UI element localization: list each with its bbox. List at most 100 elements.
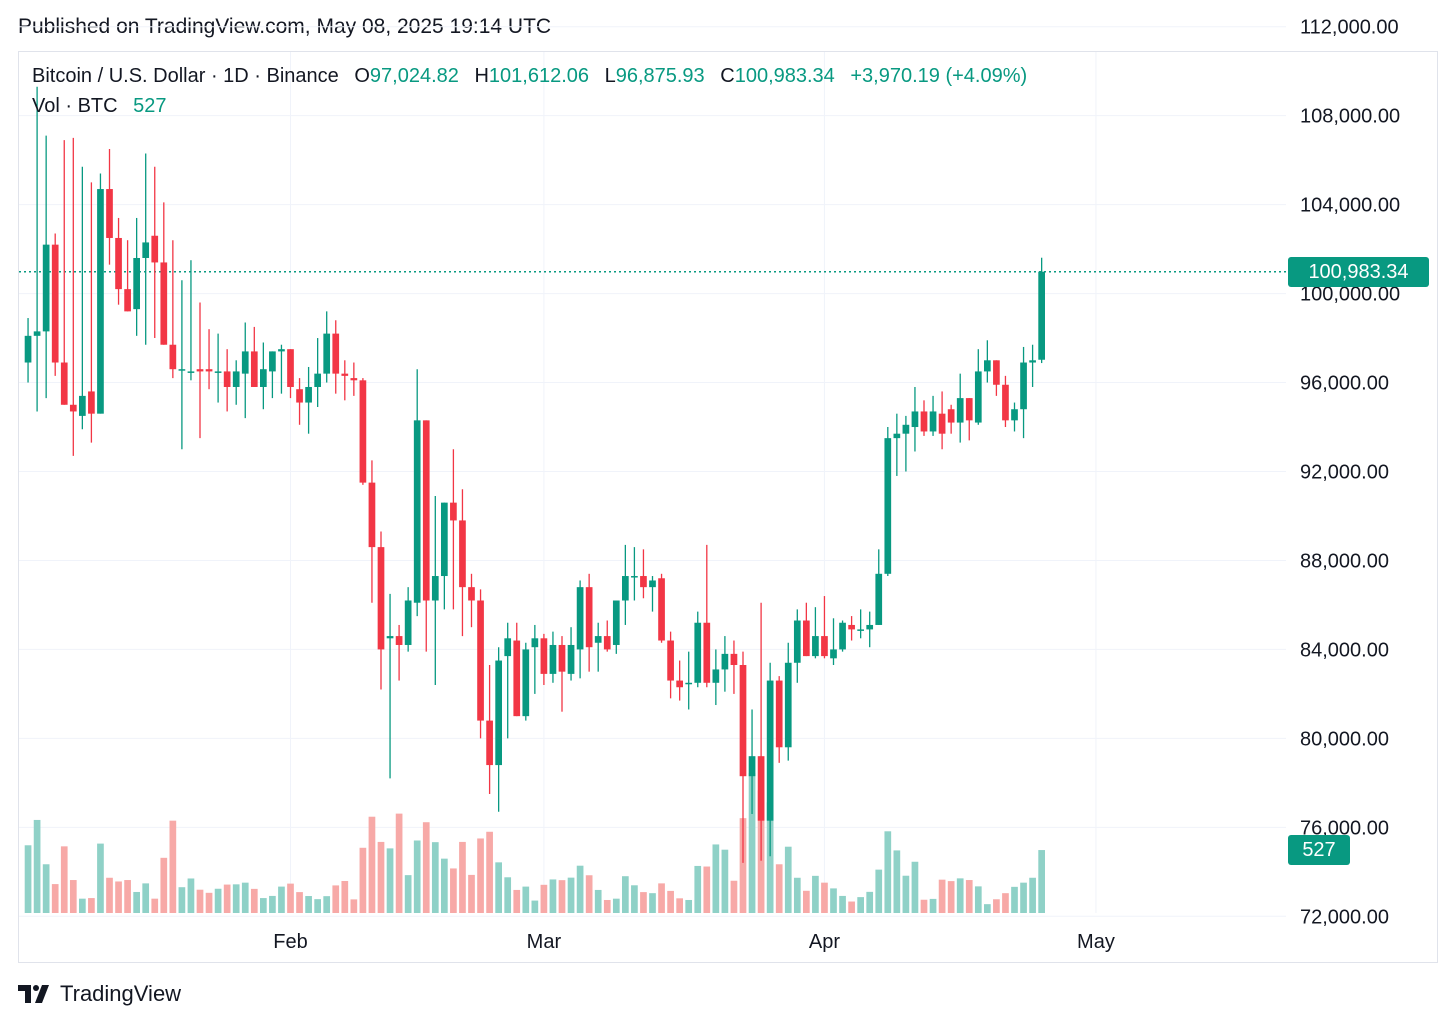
volume-bar [866, 891, 874, 913]
candle-body [821, 636, 828, 657]
candle-body [884, 438, 892, 574]
volume-bar [196, 889, 204, 913]
volume-bar [513, 889, 521, 913]
volume-bar [821, 882, 828, 913]
volume-bar [133, 891, 140, 913]
candle-body [404, 600, 412, 645]
candle-body [603, 636, 611, 650]
volume-bar [51, 884, 59, 913]
legend-volume-row: Vol · BTC 527 [32, 94, 1027, 124]
chart-frame[interactable] [18, 51, 1438, 963]
volume-bar [929, 898, 937, 913]
candle-body [730, 653, 738, 665]
candle-body [250, 351, 258, 387]
volume-bar [450, 868, 457, 913]
volume-bar [441, 858, 448, 913]
candle-body [658, 578, 665, 641]
candle-body [477, 600, 484, 721]
price-tick-label: 88,000.00 [1300, 550, 1389, 572]
volume-bar [404, 875, 412, 913]
volume-bar [368, 816, 376, 913]
volume-label[interactable]: Vol · BTC [32, 95, 118, 117]
volume-bar [97, 843, 104, 913]
volume-bar [965, 880, 973, 913]
volume-bar [902, 875, 910, 913]
volume-bar [214, 888, 222, 913]
volume-bar [884, 831, 892, 913]
candle-body [60, 362, 68, 405]
candle-body [784, 662, 792, 748]
candle-body [513, 640, 521, 717]
candle-body [413, 420, 421, 603]
chart-legend: Bitcoin / U.S. Dollar · 1D · Binance O97… [32, 64, 1027, 124]
candle-body [42, 244, 50, 332]
candle-body [441, 502, 448, 577]
candle-body [757, 756, 765, 821]
volume-bar [685, 899, 693, 913]
candle-body [269, 351, 276, 372]
candle-body [875, 573, 883, 625]
candle-body [594, 636, 602, 643]
candle-body [232, 371, 240, 387]
candle-body [1038, 271, 1045, 360]
candle-body [984, 360, 991, 372]
tradingview-footer[interactable]: TradingView [18, 981, 181, 1007]
candle-body [124, 289, 131, 312]
volume-bar [223, 884, 231, 913]
candle-body [622, 576, 629, 601]
volume-bar [730, 880, 738, 913]
candle-body [893, 433, 901, 439]
candle-body [1029, 360, 1036, 363]
volume-bar [938, 879, 946, 913]
candle-body [422, 420, 430, 601]
volume-bar [88, 898, 95, 913]
candle-body [775, 680, 783, 748]
candle-body [51, 244, 59, 363]
candle-body [920, 411, 928, 432]
symbol-label[interactable]: Bitcoin / U.S. Dollar · 1D · Binance [32, 65, 339, 87]
volume-bar [576, 865, 584, 913]
candle-body [567, 644, 575, 674]
volume-bar [739, 818, 747, 913]
volume-bar [269, 895, 276, 913]
candle-body [803, 620, 810, 657]
candle-body [142, 242, 150, 258]
candle-body [631, 576, 638, 578]
candle-body [386, 636, 394, 639]
candles [24, 86, 1045, 863]
volume-bar [631, 885, 638, 913]
volume-bar [69, 880, 77, 913]
candle-body [712, 669, 720, 683]
candle-body [106, 189, 113, 238]
last-volume-tag: 527 [1288, 835, 1350, 866]
volume-bar [721, 849, 729, 913]
volume-bar [1002, 893, 1009, 913]
volume-bar [1011, 886, 1018, 913]
candle-body [848, 624, 855, 630]
volume-bar [495, 862, 502, 913]
candle-body [33, 331, 41, 336]
volume-bar [42, 864, 50, 913]
volume-bar [504, 877, 512, 913]
volume-bar [359, 847, 367, 913]
candle-body [793, 620, 801, 663]
candle-body [1002, 384, 1009, 421]
candle-body [965, 398, 973, 421]
candle-body [667, 640, 674, 681]
candle-body [296, 389, 303, 403]
volume-bar [956, 878, 964, 913]
volume-bar [667, 890, 674, 913]
candle-body [314, 373, 321, 387]
candle-body [703, 622, 711, 683]
candle-body [323, 333, 331, 374]
price-tick-label: 100,000.00 [1300, 284, 1400, 306]
candle-body [676, 680, 683, 688]
candle-body [431, 576, 439, 601]
volume-bar [947, 881, 955, 913]
volume-bar [296, 892, 303, 913]
close-value: 100,983.34 [734, 65, 835, 87]
volume-bar [793, 877, 801, 913]
candle-body [558, 644, 566, 672]
volume-bar [431, 842, 439, 913]
